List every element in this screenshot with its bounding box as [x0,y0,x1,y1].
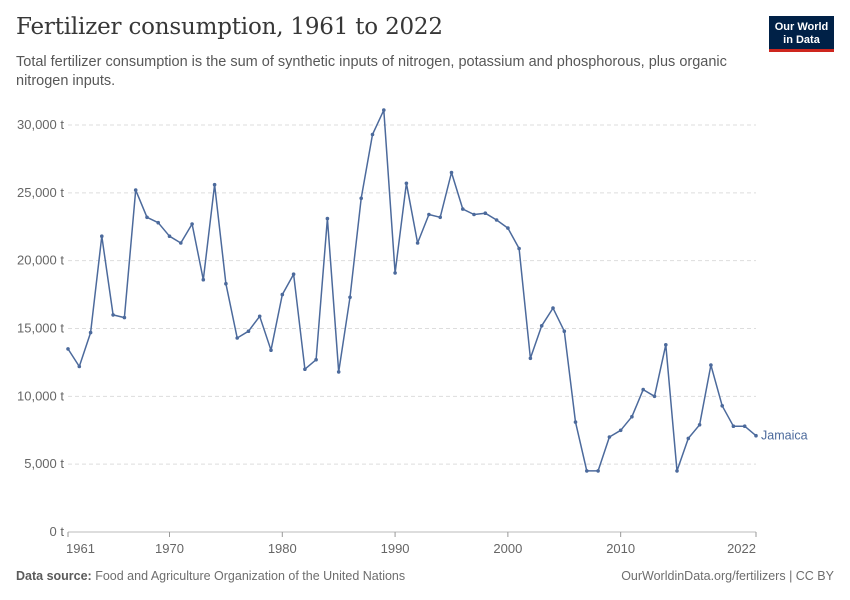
data-point [607,435,612,439]
y-tick-label: 30,000 t [17,117,64,132]
data-point [494,218,499,222]
data-point [179,241,183,245]
data-point [235,336,239,340]
data-point [585,469,589,473]
y-tick-label: 15,000 t [17,321,64,336]
data-point [257,314,262,319]
logo-line-1: Our World [774,21,829,33]
data-point [562,329,567,334]
footer-link[interactable]: OurWorldinData.org/fertilizers | CC BY [621,569,834,583]
data-point [630,414,634,419]
data-point [742,424,747,429]
data-point [461,207,465,211]
y-tick-label: 0 t [50,524,65,539]
data-point [539,324,544,328]
x-tick-label: 1970 [155,541,184,556]
data-point [167,234,172,238]
data-point [427,212,431,217]
data-point [370,132,375,137]
series-label: Jamaica [761,429,808,443]
data-point [66,347,70,351]
data-point [415,241,420,245]
data-point [314,357,318,362]
series-line-jamaica [67,109,757,472]
data-point [325,216,330,221]
data-point [652,394,657,399]
data-point [336,370,341,374]
data-point [77,364,82,369]
chart-title: Fertilizer consumption, 1961 to 2022 [16,14,443,40]
data-point [382,108,386,112]
data-point [156,220,160,225]
data-point [573,420,578,424]
data-point [404,181,409,186]
data-point [212,182,217,187]
x-tick-label: 1990 [381,541,410,556]
y-tick-label: 5,000 t [24,456,64,471]
data-point [472,212,476,217]
data-point [664,343,668,347]
data-point [720,404,724,408]
data-point [291,272,296,277]
data-point [483,211,488,215]
data-point [348,295,352,300]
logo-line-2: in Data [783,34,820,46]
data-point [111,313,115,317]
x-tick-label: 2010 [606,541,635,556]
data-point [506,226,510,230]
x-tick-label: 2000 [493,541,522,556]
data-source-label: Data source: [16,569,92,583]
owid-logo[interactable]: Our World in Data [769,16,834,52]
data-point [145,215,149,220]
data-source-text: Food and Agriculture Organization of the… [95,569,406,583]
data-point [596,469,600,473]
data-point [528,356,533,361]
x-tick-label: 1980 [268,541,297,556]
data-point [754,433,758,438]
data-point [551,306,555,310]
data-point [731,424,736,429]
data-point [224,281,228,286]
data-point [201,277,206,282]
data-point [393,271,397,275]
data-point [697,423,702,427]
data-point [709,363,713,367]
y-tick-label: 10,000 t [17,388,64,403]
x-tick-label: 2022 [727,541,756,556]
data-point [618,428,623,433]
data-point [675,469,679,473]
data-point [686,436,691,441]
data-source: Data source: Food and Agriculture Organi… [16,569,405,583]
data-point [133,188,138,192]
data-point [190,222,194,226]
data-point [517,246,521,251]
data-point [88,330,93,335]
data-point [438,215,443,220]
data-point [303,367,307,372]
y-tick-label: 20,000 t [17,253,64,268]
y-tick-label: 25,000 t [17,185,64,200]
data-point [100,234,104,238]
chart-subtitle: Total fertilizer consumption is the sum … [16,54,727,89]
data-point [246,329,251,334]
data-point [359,196,364,201]
data-point [269,348,273,353]
data-point [641,387,645,392]
data-point [449,170,454,175]
data-point [280,292,285,297]
x-tick-label: 1961 [66,541,95,556]
data-point [122,315,127,320]
